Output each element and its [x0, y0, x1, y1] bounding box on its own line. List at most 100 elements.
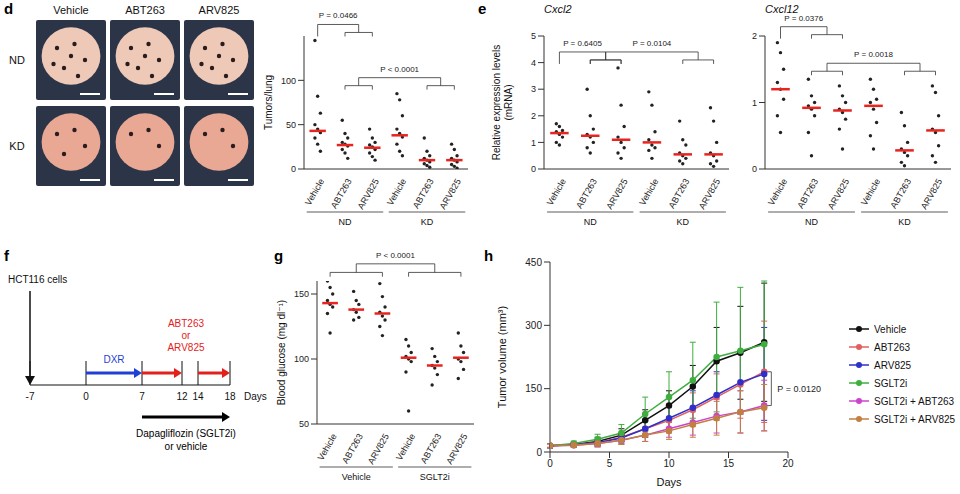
svg-text:Vehicle: Vehicle: [545, 177, 568, 207]
svg-text:ND: ND: [805, 217, 818, 227]
svg-text:ABT263: ABT263: [125, 4, 165, 16]
svg-text:ARV825: ARV825: [604, 177, 629, 211]
svg-text:ARV825: ARV825: [444, 432, 469, 466]
svg-text:20: 20: [782, 458, 794, 469]
svg-text:0: 0: [531, 164, 536, 174]
svg-text:ND: ND: [9, 54, 25, 66]
svg-text:ARV825: ARV825: [167, 342, 205, 353]
html-text:g: g: [274, 247, 284, 264]
svg-text:P = 0.0018: P = 0.0018: [854, 50, 893, 59]
html-text:ARV825: ARV825: [874, 359, 912, 371]
svg-text:Blood glucose (mg dl⁻¹): Blood glucose (mg dl⁻¹): [276, 300, 287, 405]
svg-text:Dapagliflozin (SGLT2i): Dapagliflozin (SGLT2i): [136, 428, 236, 439]
svg-text:KD: KD: [9, 140, 24, 152]
svg-text:3: 3: [531, 84, 536, 94]
svg-text:P < 0.0001: P < 0.0001: [376, 251, 415, 260]
svg-text:Vehicle: Vehicle: [766, 177, 789, 207]
svg-text:Vehicle: Vehicle: [385, 177, 408, 207]
svg-text:10: 10: [663, 458, 675, 469]
svg-text:Vehicle: Vehicle: [303, 177, 326, 207]
svg-text:ND: ND: [584, 217, 597, 227]
svg-text:1: 1: [531, 138, 536, 148]
svg-text:5: 5: [531, 31, 536, 41]
svg-text:-7: -7: [26, 391, 35, 402]
svg-text:18: 18: [224, 391, 236, 402]
svg-text:ABT263: ABT263: [888, 177, 913, 210]
svg-text:ARV825: ARV825: [438, 177, 463, 211]
svg-text:100: 100: [294, 354, 309, 364]
svg-text:50: 50: [286, 120, 296, 130]
svg-text:ABT263: ABT263: [574, 177, 599, 210]
svg-text:P = 0.0466: P = 0.0466: [319, 11, 358, 20]
svg-text:Vehicle: Vehicle: [394, 432, 417, 462]
svg-text:P = 0.0104: P = 0.0104: [633, 39, 672, 48]
svg-text:12: 12: [176, 391, 188, 402]
svg-text:2: 2: [531, 111, 536, 121]
html-text:ABT263: ABT263: [874, 341, 911, 353]
html-text:SGLT2i + ARV825: SGLT2i + ARV825: [874, 413, 956, 425]
html-text:h: h: [484, 247, 494, 264]
svg-text:Vehicle: Vehicle: [859, 177, 882, 207]
svg-text:150: 150: [294, 289, 309, 299]
svg-text:Cxcl12: Cxcl12: [765, 3, 799, 15]
svg-text:450: 450: [525, 257, 542, 268]
svg-text:ABT263: ABT263: [795, 177, 820, 210]
svg-text:0: 0: [291, 164, 296, 174]
svg-text:SGLT2i: SGLT2i: [420, 472, 450, 482]
svg-text:0: 0: [547, 458, 553, 469]
svg-text:Vehicle: Vehicle: [53, 4, 88, 16]
svg-text:ARV825: ARV825: [366, 432, 391, 466]
svg-text:HCT116 cells: HCT116 cells: [8, 274, 67, 285]
svg-text:7: 7: [139, 391, 145, 402]
svg-text:KD: KD: [898, 217, 911, 227]
svg-text:ABT263: ABT263: [340, 432, 365, 465]
svg-text:50: 50: [299, 419, 309, 429]
svg-text:Tumor volume (mm³): Tumor volume (mm³): [496, 306, 508, 408]
html-text:SGLT2i + ABT263: SGLT2i + ABT263: [874, 395, 955, 407]
svg-text:4: 4: [531, 58, 536, 68]
svg-text:Vehicle: Vehicle: [637, 177, 660, 207]
svg-text:ARV825: ARV825: [919, 177, 944, 211]
svg-text:150: 150: [525, 383, 542, 394]
svg-text:ABT263: ABT263: [329, 177, 354, 210]
svg-text:Cxcl2: Cxcl2: [544, 3, 572, 15]
svg-text:or: or: [182, 330, 192, 341]
svg-text:2: 2: [752, 31, 757, 41]
svg-text:0: 0: [536, 447, 542, 458]
svg-text:Vehicle: Vehicle: [342, 472, 371, 482]
html-text:Vehicle: Vehicle: [874, 323, 907, 335]
svg-text:Days: Days: [656, 476, 682, 488]
svg-text:Days: Days: [244, 391, 267, 402]
svg-text:ARV825: ARV825: [697, 177, 722, 211]
svg-text:ARV825: ARV825: [199, 4, 240, 16]
svg-text:Tumors/lung: Tumors/lung: [263, 75, 274, 130]
svg-text:1: 1: [752, 98, 757, 108]
svg-text:100: 100: [281, 76, 296, 86]
svg-text:Vehicle: Vehicle: [316, 432, 339, 462]
svg-text:KD: KD: [676, 217, 689, 227]
svg-text:P = 0.6405: P = 0.6405: [563, 39, 602, 48]
svg-text:0: 0: [83, 391, 89, 402]
svg-text:P = 0.0376: P = 0.0376: [784, 14, 823, 23]
html-text:d: d: [4, 0, 14, 17]
svg-text:ABT263: ABT263: [418, 432, 443, 465]
svg-text:15: 15: [723, 458, 735, 469]
svg-text:ARV825: ARV825: [826, 177, 851, 211]
svg-text:5: 5: [607, 458, 613, 469]
svg-text:KD: KD: [421, 217, 434, 227]
svg-text:ND: ND: [339, 217, 352, 227]
svg-text:P = 0.0120: P = 0.0120: [777, 384, 821, 394]
html-text:SGLT2i: SGLT2i: [874, 377, 908, 389]
svg-text:ABT263: ABT263: [411, 177, 436, 210]
svg-text:Relative expression levels: Relative expression levels: [491, 45, 502, 161]
svg-text:or vehicle: or vehicle: [165, 441, 208, 452]
svg-text:ARV825: ARV825: [356, 177, 381, 211]
svg-text:ABT263: ABT263: [666, 177, 691, 210]
svg-text:P < 0.0001: P < 0.0001: [380, 65, 419, 74]
svg-text:ABT263: ABT263: [168, 318, 205, 329]
svg-text:14: 14: [192, 391, 204, 402]
svg-text:(mRNA): (mRNA): [503, 84, 514, 120]
svg-text:300: 300: [525, 320, 542, 331]
svg-text:DXR: DXR: [103, 354, 124, 365]
svg-text:0: 0: [752, 164, 757, 174]
